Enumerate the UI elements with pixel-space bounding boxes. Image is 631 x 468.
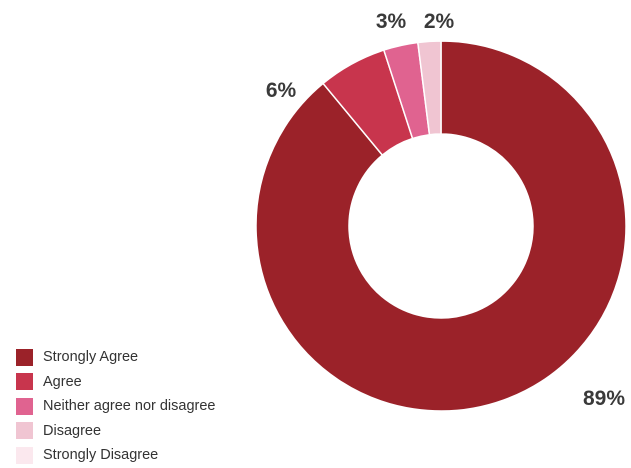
legend-item-agree: Agree: [16, 370, 216, 395]
legend-label: Strongly Agree: [43, 349, 139, 366]
legend-swatch: [16, 397, 33, 415]
slice-label-disagree: 2%: [424, 10, 455, 33]
slice-label-neither: 3%: [376, 10, 407, 33]
legend-swatch: [16, 373, 33, 391]
legend-item-disagree: Disagree: [16, 419, 216, 444]
legend-swatch: [16, 348, 33, 366]
legend-item-strongly-disagree: Strongly Disagree: [16, 443, 216, 468]
legend-label: Agree: [43, 373, 82, 390]
legend-label: Disagree: [43, 422, 102, 439]
slice-strongly-agree: [255, 40, 627, 412]
legend-swatch: [16, 422, 33, 440]
slice-labels: 89% 6% 3% 2%: [266, 10, 626, 410]
slice-label-agree: 6%: [266, 79, 297, 102]
chart-legend: Strongly Agree Agree Neither agree nor d…: [16, 345, 216, 468]
legend-item-neither: Neither agree nor disagree: [16, 394, 216, 419]
legend-label: Neither agree nor disagree: [43, 398, 216, 415]
legend-swatch: [16, 446, 33, 464]
slice-label-strongly-agree: 89%: [583, 387, 625, 410]
donut-slices: [255, 40, 627, 412]
legend-item-strongly-agree: Strongly Agree: [16, 345, 216, 370]
slice-disagree: [416, 40, 442, 136]
legend-label: Strongly Disagree: [43, 447, 159, 464]
